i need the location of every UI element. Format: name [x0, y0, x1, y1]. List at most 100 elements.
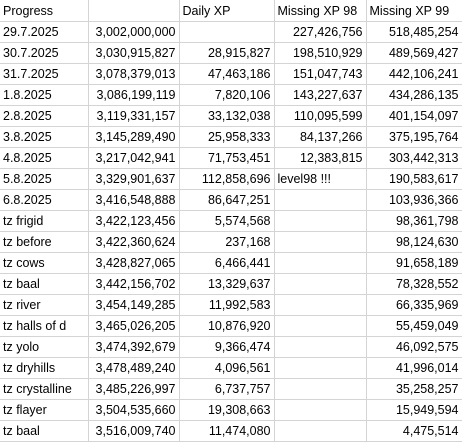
- progress-cell[interactable]: 31.7.2025: [0, 63, 89, 85]
- daily-xp-cell[interactable]: 33,132,038: [179, 105, 275, 127]
- total-xp-cell[interactable]: 3,145,289,490: [88, 126, 180, 148]
- total-xp-cell[interactable]: 3,422,123,456: [88, 210, 180, 232]
- progress-cell[interactable]: 5.8.2025: [0, 168, 89, 190]
- daily-xp-cell[interactable]: 10,876,920: [179, 315, 275, 337]
- missing-xp-98-cell[interactable]: 12,383,815: [274, 147, 367, 169]
- daily-xp-cell[interactable]: 5,574,568: [179, 210, 275, 232]
- progress-cell[interactable]: tz halls of d: [0, 315, 89, 337]
- missing-xp-99-cell[interactable]: 303,442,313: [366, 147, 462, 169]
- progress-cell[interactable]: 6.8.2025: [0, 189, 89, 211]
- total-xp-cell[interactable]: 3,086,199,119: [88, 84, 180, 106]
- daily-xp-cell[interactable]: 6,737,757: [179, 378, 275, 400]
- missing-xp-99-cell[interactable]: 78,328,552: [366, 273, 462, 295]
- missing-xp-99-cell[interactable]: 98,124,630: [366, 231, 462, 253]
- progress-cell[interactable]: tz frigid: [0, 210, 89, 232]
- total-xp-cell[interactable]: 3,416,548,888: [88, 189, 180, 211]
- missing-xp-98-cell[interactable]: level98 !!!: [274, 168, 367, 190]
- progress-cell[interactable]: tz flayer: [0, 399, 89, 421]
- missing-xp-99-cell[interactable]: 518,485,254: [366, 21, 462, 43]
- total-xp-cell[interactable]: 3,504,535,660: [88, 399, 180, 421]
- total-xp-cell[interactable]: 3,442,156,702: [88, 273, 180, 295]
- missing-xp-99-cell[interactable]: 190,583,617: [366, 168, 462, 190]
- missing-xp-98-cell[interactable]: 151,047,743: [274, 63, 367, 85]
- missing-xp-99-cell[interactable]: 103,936,366: [366, 189, 462, 211]
- missing-xp-99-cell[interactable]: 35,258,257: [366, 378, 462, 400]
- missing-xp-98-cell[interactable]: [274, 399, 367, 421]
- header-missing-xp-99[interactable]: Missing XP 99: [366, 0, 462, 22]
- missing-xp-99-cell[interactable]: 41,996,014: [366, 357, 462, 379]
- progress-cell[interactable]: tz yolo: [0, 336, 89, 358]
- progress-cell[interactable]: 29.7.2025: [0, 21, 89, 43]
- header-daily-xp[interactable]: Daily XP: [179, 0, 275, 22]
- missing-xp-98-cell[interactable]: [274, 315, 367, 337]
- daily-xp-cell[interactable]: 71,753,451: [179, 147, 275, 169]
- missing-xp-99-cell[interactable]: 401,154,097: [366, 105, 462, 127]
- progress-cell[interactable]: 4.8.2025: [0, 147, 89, 169]
- total-xp-cell[interactable]: 3,119,331,157: [88, 105, 180, 127]
- total-xp-cell[interactable]: 3,485,226,997: [88, 378, 180, 400]
- missing-xp-98-cell[interactable]: [274, 231, 367, 253]
- missing-xp-99-cell[interactable]: 375,195,764: [366, 126, 462, 148]
- total-xp-cell[interactable]: 3,030,915,827: [88, 42, 180, 64]
- daily-xp-cell[interactable]: [179, 21, 275, 43]
- progress-cell[interactable]: 2.8.2025: [0, 105, 89, 127]
- missing-xp-98-cell[interactable]: [274, 294, 367, 316]
- missing-xp-98-cell[interactable]: [274, 210, 367, 232]
- missing-xp-98-cell[interactable]: 110,095,599: [274, 105, 367, 127]
- daily-xp-cell[interactable]: 25,958,333: [179, 126, 275, 148]
- missing-xp-99-cell[interactable]: 442,106,241: [366, 63, 462, 85]
- progress-cell[interactable]: tz dryhills: [0, 357, 89, 379]
- missing-xp-99-cell[interactable]: 15,949,594: [366, 399, 462, 421]
- daily-xp-cell[interactable]: 9,366,474: [179, 336, 275, 358]
- progress-cell[interactable]: 1.8.2025: [0, 84, 89, 106]
- missing-xp-98-cell[interactable]: 198,510,929: [274, 42, 367, 64]
- missing-xp-98-cell[interactable]: 84,137,266: [274, 126, 367, 148]
- missing-xp-98-cell[interactable]: [274, 357, 367, 379]
- progress-cell[interactable]: 3.8.2025: [0, 126, 89, 148]
- daily-xp-cell[interactable]: 237,168: [179, 231, 275, 253]
- missing-xp-98-cell[interactable]: 227,426,756: [274, 21, 367, 43]
- total-xp-cell[interactable]: 3,329,901,637: [88, 168, 180, 190]
- total-xp-cell[interactable]: 3,465,026,205: [88, 315, 180, 337]
- missing-xp-98-cell[interactable]: [274, 273, 367, 295]
- daily-xp-cell[interactable]: 28,915,827: [179, 42, 275, 64]
- daily-xp-cell[interactable]: 47,463,186: [179, 63, 275, 85]
- daily-xp-cell[interactable]: 13,329,637: [179, 273, 275, 295]
- missing-xp-99-cell[interactable]: 91,658,189: [366, 252, 462, 274]
- progress-cell[interactable]: 30.7.2025: [0, 42, 89, 64]
- progress-cell[interactable]: tz baal: [0, 273, 89, 295]
- daily-xp-cell[interactable]: 6,466,441: [179, 252, 275, 274]
- missing-xp-98-cell[interactable]: [274, 189, 367, 211]
- header-progress[interactable]: Progress: [0, 0, 89, 22]
- total-xp-cell[interactable]: 3,002,000,000: [88, 21, 180, 43]
- missing-xp-98-cell[interactable]: [274, 252, 367, 274]
- total-xp-cell[interactable]: 3,428,827,065: [88, 252, 180, 274]
- daily-xp-cell[interactable]: 7,820,106: [179, 84, 275, 106]
- progress-cell[interactable]: tz cows: [0, 252, 89, 274]
- missing-xp-99-cell[interactable]: 434,286,135: [366, 84, 462, 106]
- missing-xp-99-cell[interactable]: 46,092,575: [366, 336, 462, 358]
- missing-xp-98-cell[interactable]: 143,227,637: [274, 84, 367, 106]
- total-xp-cell[interactable]: 3,474,392,679: [88, 336, 180, 358]
- total-xp-cell[interactable]: 3,422,360,624: [88, 231, 180, 253]
- total-xp-cell[interactable]: 3,478,489,240: [88, 357, 180, 379]
- progress-cell[interactable]: tz crystalline: [0, 378, 89, 400]
- daily-xp-cell[interactable]: 4,096,561: [179, 357, 275, 379]
- daily-xp-cell[interactable]: 19,308,663: [179, 399, 275, 421]
- total-xp-cell[interactable]: 3,217,042,941: [88, 147, 180, 169]
- progress-cell[interactable]: tz before: [0, 231, 89, 253]
- missing-xp-98-cell[interactable]: [274, 378, 367, 400]
- total-xp-cell[interactable]: 3,454,149,285: [88, 294, 180, 316]
- header-missing-xp-98[interactable]: Missing XP 98: [274, 0, 367, 22]
- daily-xp-cell[interactable]: 112,858,696: [179, 168, 275, 190]
- header-total-xp[interactable]: [88, 0, 180, 22]
- missing-xp-99-cell[interactable]: 489,569,427: [366, 42, 462, 64]
- daily-xp-cell[interactable]: 11,992,583: [179, 294, 275, 316]
- progress-cell[interactable]: tz river: [0, 294, 89, 316]
- missing-xp-99-cell[interactable]: 55,459,049: [366, 315, 462, 337]
- daily-xp-cell[interactable]: 86,647,251: [179, 189, 275, 211]
- missing-xp-99-cell[interactable]: 66,335,969: [366, 294, 462, 316]
- missing-xp-98-cell[interactable]: [274, 336, 367, 358]
- total-xp-cell[interactable]: 3,078,379,013: [88, 63, 180, 85]
- missing-xp-99-cell[interactable]: 98,361,798: [366, 210, 462, 232]
